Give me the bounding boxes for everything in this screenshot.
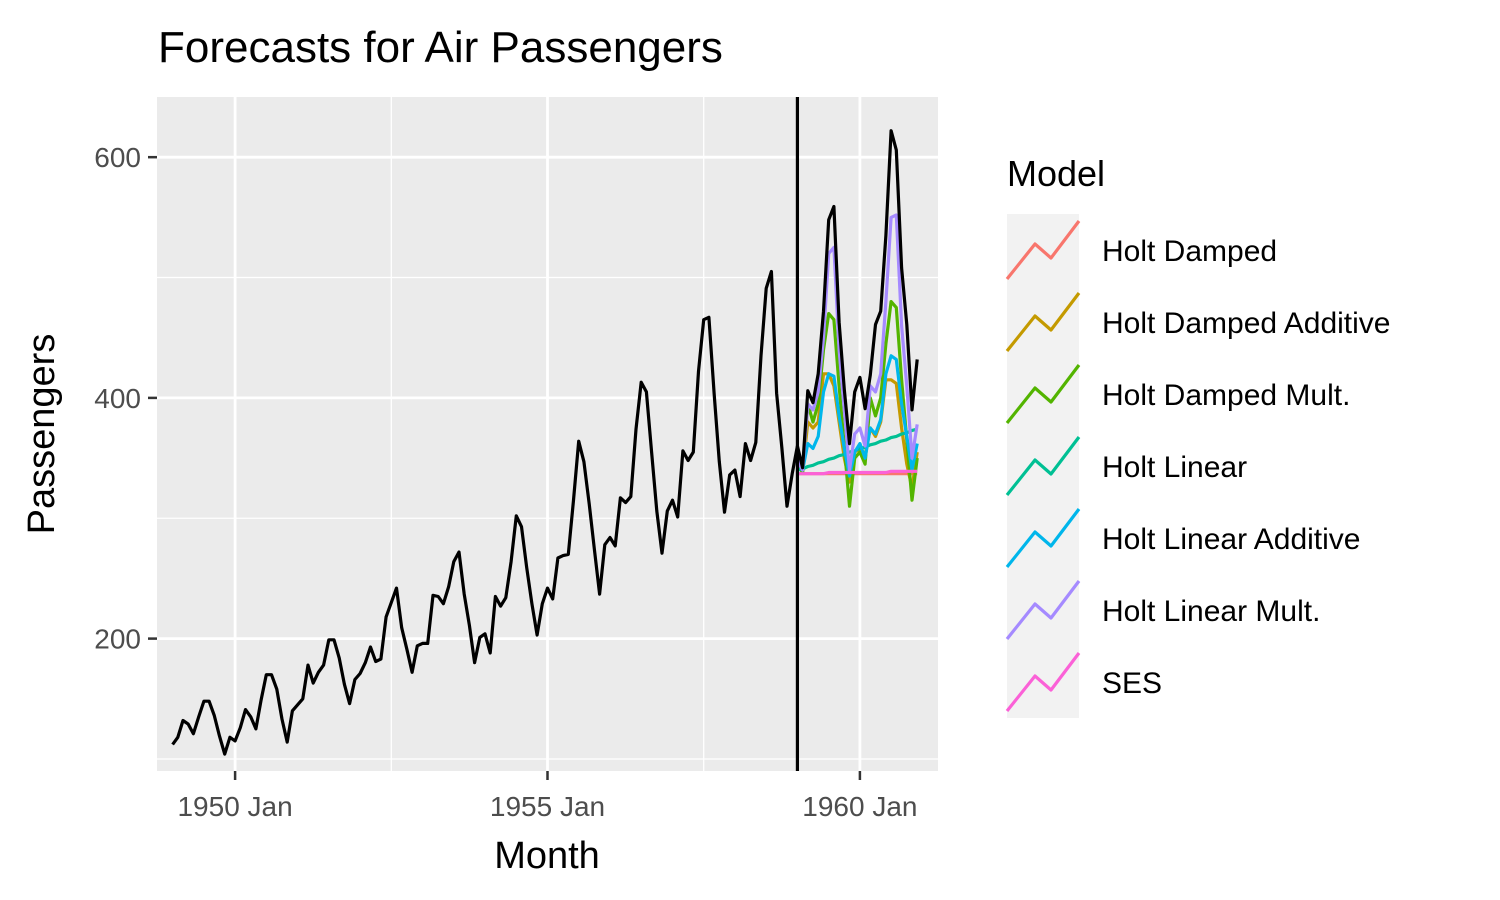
legend-title: Model <box>1007 153 1105 194</box>
x-axis-title: Month <box>494 835 600 877</box>
legend-key-swatch <box>1005 292 1081 352</box>
x-tick-label: 1955 Jan <box>490 791 605 822</box>
legend-key-swatch <box>1005 436 1081 496</box>
y-tick-label: 200 <box>94 624 141 655</box>
series-line-holt-linear-additive <box>795 354 919 478</box>
series-line-ses <box>797 469 918 476</box>
legend-key-swatch <box>1005 508 1081 568</box>
series-line-holt-linear-mult <box>795 213 919 472</box>
axis-layer: 200 400 600 1950 Jan 1955 Jan 1960 Jan <box>94 142 917 822</box>
legend-label: Holt Linear <box>1102 451 1247 484</box>
y-axis-title: Passengers <box>21 334 63 535</box>
series-line-holt-damped-mult <box>796 300 919 508</box>
series-layer <box>171 97 919 771</box>
legend-key-swatch <box>1005 364 1081 424</box>
legend-key-swatch <box>1005 652 1081 712</box>
legend-label: Holt Linear Additive <box>1102 523 1361 556</box>
actual-passengers-line <box>171 129 919 756</box>
legend-label: SES <box>1102 667 1162 700</box>
y-tick-label: 600 <box>94 142 141 173</box>
legend-key-swatch <box>1005 580 1081 640</box>
chart-title: Forecasts for Air Passengers <box>158 23 723 72</box>
legend: Holt Damped Holt Damped Additive Holt Damp… <box>1005 214 1391 718</box>
legend-label: Holt Damped Mult. <box>1102 379 1350 412</box>
legend-label: Holt Damped <box>1102 235 1277 268</box>
legend-label: Holt Damped Additive <box>1102 307 1391 340</box>
x-tick-label: 1950 Jan <box>177 791 292 822</box>
legend-label: Holt Linear Mult. <box>1102 595 1320 628</box>
legend-key-swatch <box>1005 220 1081 280</box>
x-tick-label: 1960 Jan <box>802 791 917 822</box>
y-tick-label: 400 <box>94 383 141 414</box>
